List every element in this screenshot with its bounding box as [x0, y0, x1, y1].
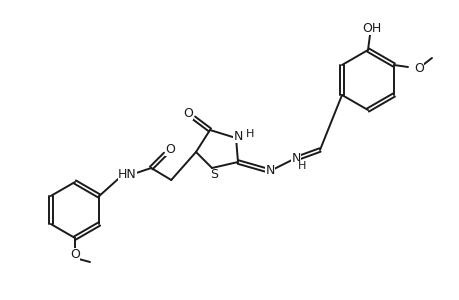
Text: O: O — [70, 248, 80, 260]
Text: O: O — [183, 106, 192, 119]
Text: OH: OH — [362, 22, 381, 34]
Text: H: H — [246, 129, 254, 139]
Text: O: O — [165, 142, 175, 155]
Text: HN: HN — [118, 169, 136, 182]
Text: S: S — [210, 169, 218, 182]
Text: N: N — [233, 130, 242, 142]
Text: N: N — [291, 152, 300, 164]
Text: O: O — [413, 61, 423, 74]
Text: H: H — [297, 161, 306, 171]
Text: N: N — [265, 164, 274, 176]
